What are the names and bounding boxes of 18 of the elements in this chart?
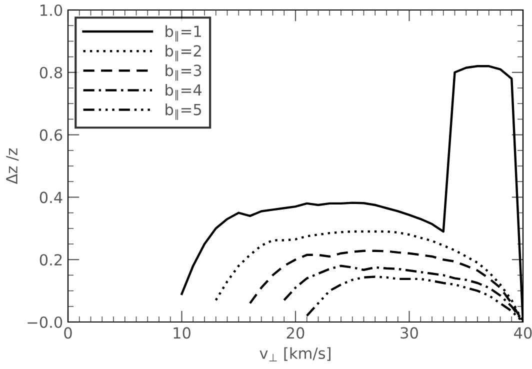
legend-label: b$_{∥}$=4	[166, 84, 202, 100]
legend-label: b$_{∥}$=5	[166, 104, 202, 120]
y-tick-label: 0.6	[40, 129, 62, 141]
x-axis-title: v$_{⊥}$ [km/s]	[260, 347, 330, 362]
y-tick-label: −0.0	[28, 316, 62, 328]
legend-label: b$_{∥}$=2	[166, 44, 201, 62]
y-tick-label: 1.0	[40, 4, 62, 16]
legend-label: b$_{∥}$=1	[166, 25, 201, 42]
x-tick-label: 20	[286, 327, 304, 339]
x-tick-label: 30	[400, 327, 418, 339]
x-tick-label: 10	[174, 327, 190, 339]
y-tick-label: 0.2	[40, 254, 62, 266]
x-tick-label: 40	[514, 327, 532, 339]
legend-label: b$_{∥}$=3	[166, 64, 202, 81]
y-tick-label: 0.8	[40, 66, 62, 78]
y-tick-label: 0.4	[40, 192, 62, 204]
x-tick-label: 0	[64, 327, 72, 339]
y-axis-title: Δz /z	[6, 148, 19, 184]
